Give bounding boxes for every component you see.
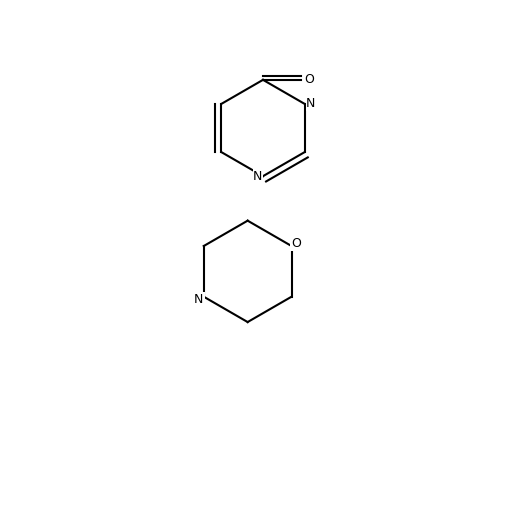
Text: O: O	[292, 237, 301, 250]
Text: N: N	[194, 293, 204, 306]
Text: O: O	[304, 73, 314, 87]
Text: N: N	[253, 169, 262, 183]
Text: N: N	[306, 97, 316, 111]
